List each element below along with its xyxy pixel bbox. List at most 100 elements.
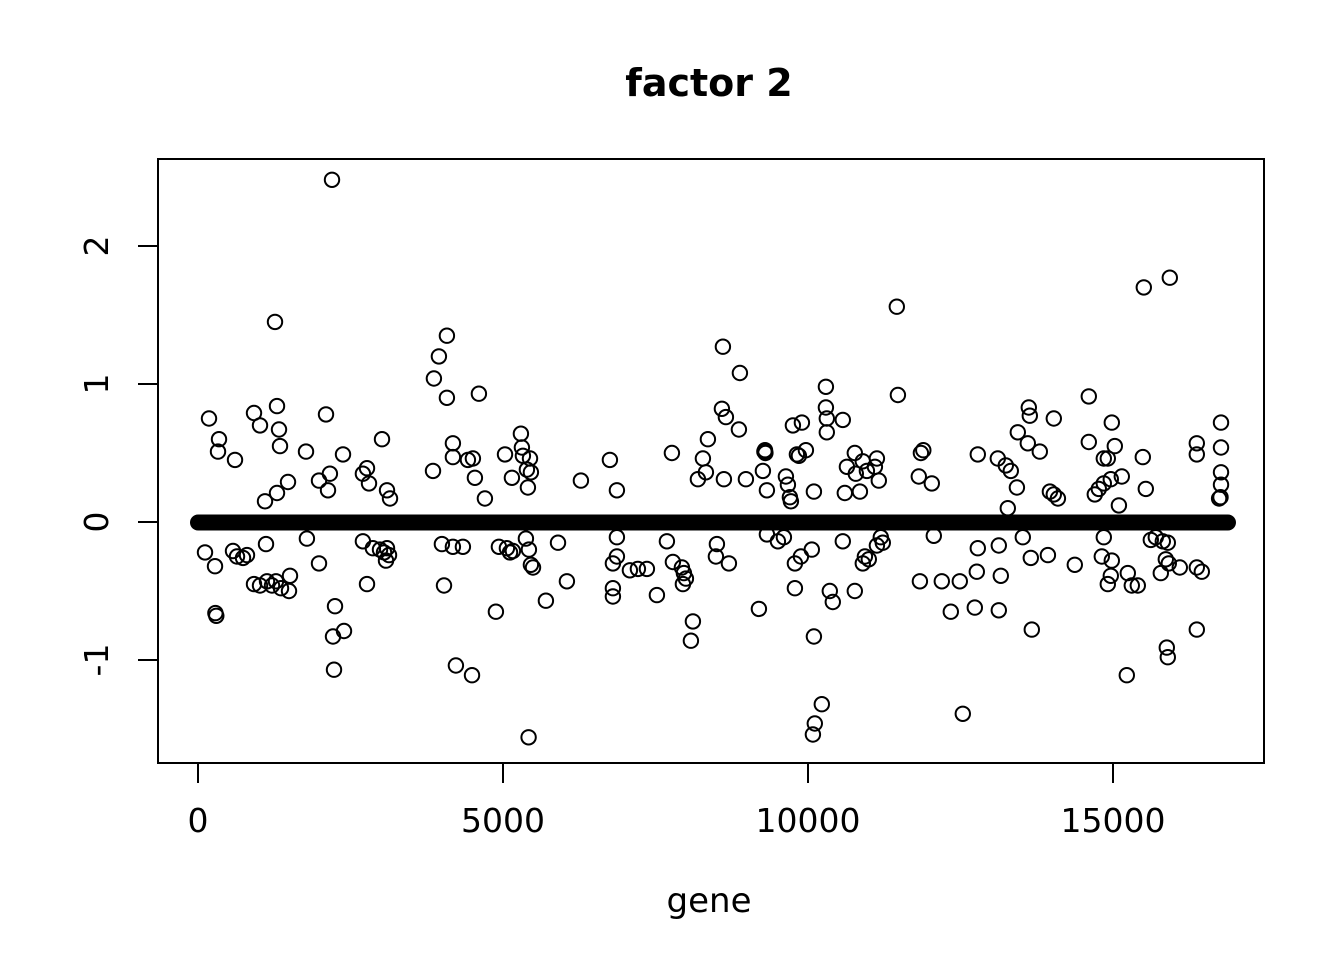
data-point (1212, 439, 1230, 456)
data-point (888, 298, 905, 315)
data-point (487, 603, 505, 620)
data-point (354, 533, 372, 550)
data-point (889, 386, 907, 404)
data-point (1039, 546, 1057, 564)
data-point (910, 468, 927, 485)
data-point (601, 451, 619, 469)
data-point (1188, 446, 1206, 463)
data-point (334, 446, 352, 463)
data-point (1009, 424, 1026, 441)
data-point (793, 414, 811, 431)
data-point (1188, 559, 1206, 576)
data-point (1110, 497, 1128, 514)
data-point (358, 575, 376, 593)
data-point (1093, 548, 1111, 565)
data-point (1113, 468, 1131, 485)
data-point (424, 462, 442, 480)
data-point (258, 573, 276, 590)
data-point (1023, 621, 1041, 638)
data-point (1080, 433, 1098, 451)
data-point (519, 479, 537, 496)
data-point (697, 464, 715, 481)
data-point (268, 397, 286, 415)
data-point (969, 446, 986, 463)
data-point (572, 472, 590, 489)
data-point (228, 548, 246, 565)
data-point (717, 408, 735, 426)
data-point (817, 378, 835, 395)
y-tick-label: 0 (77, 512, 116, 533)
chart-title: factor 2 (625, 61, 792, 105)
data-point (713, 400, 731, 417)
data-point (380, 546, 398, 564)
data-point (834, 533, 851, 550)
data-point (1031, 443, 1049, 460)
data-point (279, 473, 297, 491)
data-point (310, 472, 328, 489)
data-point (754, 462, 772, 480)
data-point (1160, 555, 1178, 572)
x-axis-title: gene (667, 881, 752, 921)
data-point (238, 546, 256, 564)
data-point (999, 500, 1016, 517)
data-point (818, 424, 835, 441)
data-point (464, 450, 482, 467)
data-point (298, 530, 316, 547)
data-point (537, 592, 555, 609)
data-point (1212, 464, 1230, 481)
data-point (1080, 388, 1098, 405)
data-point (731, 364, 749, 382)
data-point (782, 493, 800, 510)
data-point (520, 729, 537, 746)
x-tick-label: 10000 (756, 801, 861, 840)
data-point (990, 602, 1007, 619)
data-point (868, 450, 886, 467)
data-point (549, 534, 567, 551)
data-point (608, 482, 626, 499)
data-point (208, 607, 225, 624)
data-point (263, 577, 281, 594)
data-point (378, 482, 396, 499)
data-point (797, 442, 815, 459)
y-tick-label: -1 (77, 644, 116, 677)
data-point (604, 588, 622, 605)
data-point (915, 442, 932, 459)
data-point (200, 410, 218, 427)
data-point (699, 431, 717, 448)
data-point (524, 559, 542, 576)
data-point (966, 599, 983, 616)
plot-border (157, 158, 1265, 764)
data-point (1161, 269, 1179, 286)
data-point (730, 421, 748, 438)
data-point (319, 482, 337, 499)
data-point (1066, 556, 1084, 573)
data-point (444, 538, 462, 555)
data-point (381, 490, 399, 507)
data-point (714, 338, 732, 355)
data-point (281, 567, 299, 584)
data-point (990, 537, 1007, 554)
data-point (821, 582, 838, 600)
data-point (1212, 489, 1229, 506)
data-point (1022, 549, 1040, 567)
data-point (210, 431, 228, 448)
data-point (1188, 435, 1206, 452)
data-point (358, 460, 376, 477)
data-point (847, 465, 864, 482)
data-point (1002, 462, 1019, 480)
data-point (648, 586, 666, 604)
data-point (470, 385, 488, 402)
data-point (804, 726, 822, 743)
data-point (425, 370, 443, 387)
data-point (558, 573, 576, 590)
data-point (694, 450, 712, 467)
x-axis: 0 5000 10000 15000 (188, 763, 1165, 840)
data-point (503, 469, 521, 486)
data-point (297, 443, 315, 460)
data-point (788, 446, 806, 463)
data-point (817, 399, 835, 416)
data-point (1193, 563, 1211, 580)
data-point (1099, 575, 1117, 593)
data-point (870, 472, 887, 489)
